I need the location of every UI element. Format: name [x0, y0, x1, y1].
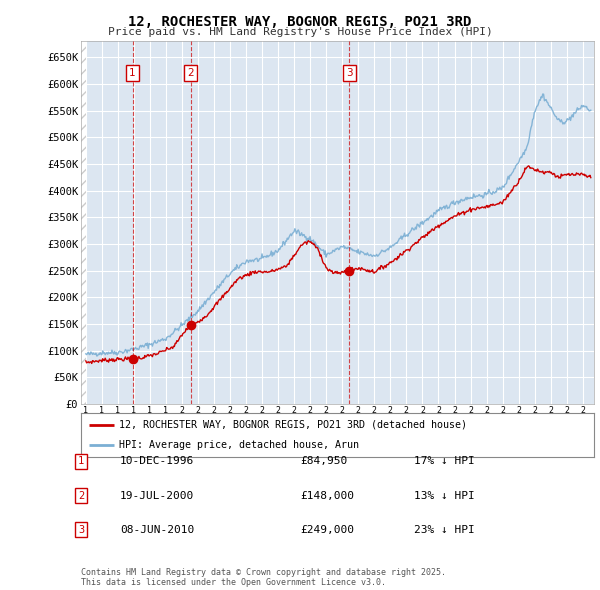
Text: 12, ROCHESTER WAY, BOGNOR REGIS, PO21 3RD (detached house): 12, ROCHESTER WAY, BOGNOR REGIS, PO21 3R…: [119, 420, 467, 430]
Text: HPI: Average price, detached house, Arun: HPI: Average price, detached house, Arun: [119, 440, 359, 450]
Text: 3: 3: [78, 525, 84, 535]
Text: 19-JUL-2000: 19-JUL-2000: [120, 491, 194, 500]
Text: 1: 1: [129, 68, 136, 78]
Text: 10-DEC-1996: 10-DEC-1996: [120, 457, 194, 466]
Text: 2: 2: [187, 68, 194, 78]
Text: £148,000: £148,000: [300, 491, 354, 500]
Text: Contains HM Land Registry data © Crown copyright and database right 2025.
This d: Contains HM Land Registry data © Crown c…: [81, 568, 446, 587]
Text: 1: 1: [78, 457, 84, 466]
Text: Price paid vs. HM Land Registry's House Price Index (HPI): Price paid vs. HM Land Registry's House …: [107, 27, 493, 37]
Text: £249,000: £249,000: [300, 525, 354, 535]
Text: 3: 3: [346, 68, 353, 78]
Text: 08-JUN-2010: 08-JUN-2010: [120, 525, 194, 535]
Text: 23% ↓ HPI: 23% ↓ HPI: [414, 525, 475, 535]
Text: £84,950: £84,950: [300, 457, 347, 466]
Text: 13% ↓ HPI: 13% ↓ HPI: [414, 491, 475, 500]
Text: 17% ↓ HPI: 17% ↓ HPI: [414, 457, 475, 466]
Text: 2: 2: [78, 491, 84, 500]
Text: 12, ROCHESTER WAY, BOGNOR REGIS, PO21 3RD: 12, ROCHESTER WAY, BOGNOR REGIS, PO21 3R…: [128, 15, 472, 29]
